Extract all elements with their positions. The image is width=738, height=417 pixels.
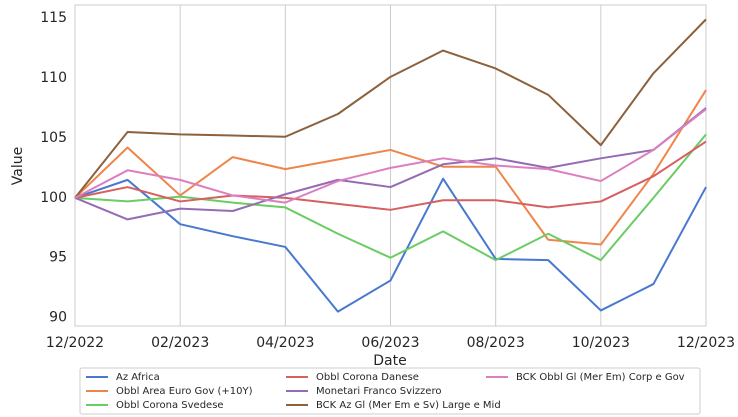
x-tick-label: 12/2023 [677,335,735,351]
series-line [74,18,707,199]
legend-label: Obbl Corona Svedese [116,400,224,411]
x-axis-label: Date [373,353,406,369]
x-tick-label: 10/2023 [572,335,630,351]
legend-label: Obbl Area Euro Gov (+10Y) [116,386,253,397]
legend-label: Obbl Corona Danese [316,372,419,383]
series-line [74,107,707,221]
x-tick-label: 06/2023 [361,335,419,351]
y-tick-label: 115 [40,10,67,26]
series-line [74,177,707,313]
legend-label: Az Africa [116,372,160,383]
legend-label: BCK Az Gl (Mer Em e Sv) Large e Mid [316,400,501,411]
y-tick-label: 105 [40,130,67,146]
x-tick-label: 04/2023 [256,335,314,351]
legend-box [79,367,701,415]
series-line [74,108,707,204]
legend-label: BCK Obbl Gl (Mer Em) Corp e Gov [516,372,685,383]
y-tick-label: 110 [40,70,67,86]
legend-label: Monetari Franco Svizzero [316,386,441,397]
x-tick-label: 02/2023 [151,335,209,351]
x-tick-label: 12/2022 [46,335,104,351]
series-line [74,140,707,211]
x-tick-label: 08/2023 [467,335,525,351]
y-tick-label: 100 [40,190,67,206]
y-axis-label: Value [10,147,26,185]
series-line [74,89,707,246]
y-tick-label: 95 [49,250,67,266]
series-line [74,133,707,262]
y-tick-label: 90 [49,310,67,326]
